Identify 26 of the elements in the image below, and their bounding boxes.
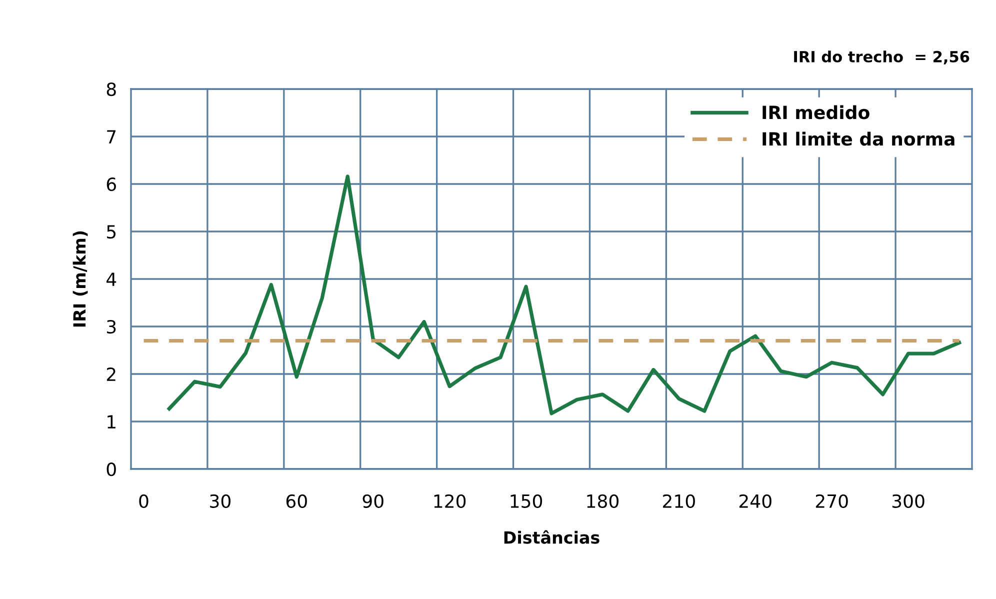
- y-tick-label: 1: [108, 415, 116, 428]
- y-tick-label: 0: [106, 462, 116, 476]
- legend-label: IRI limite da norma: [762, 132, 954, 146]
- legend-label: IRI medido: [762, 105, 870, 120]
- y-tick-label: 8: [106, 82, 116, 96]
- y-axis-title: IRI (m/km): [72, 231, 88, 327]
- x-tick-label: 30: [210, 494, 230, 508]
- y-tick-label: 5: [107, 225, 116, 239]
- y-tick-label: 2: [106, 367, 116, 381]
- y-tick-label: 7: [107, 130, 116, 144]
- x-tick-label: 210: [663, 494, 695, 508]
- x-tick-label: 240: [739, 494, 772, 508]
- line-series: [167, 174, 962, 416]
- y-tick-label: 3: [107, 320, 116, 334]
- x-tick-label: 300: [892, 494, 924, 508]
- y-tick-label: 6: [106, 177, 116, 192]
- x-tick-label: 90: [362, 494, 384, 508]
- x-tick-label: 150: [510, 494, 542, 508]
- x-axis-title: Distâncias: [504, 530, 600, 544]
- text: IRI do trecho = 2,56: [794, 50, 970, 64]
- x-tick-label: 60: [286, 494, 307, 508]
- x-tick-label: 0: [139, 494, 148, 508]
- x-tick-label: 180: [587, 494, 618, 508]
- x-tick-label: 270: [816, 494, 848, 508]
- x-tick-label: 120: [434, 494, 466, 508]
- y-tick-label: 4: [106, 272, 116, 286]
